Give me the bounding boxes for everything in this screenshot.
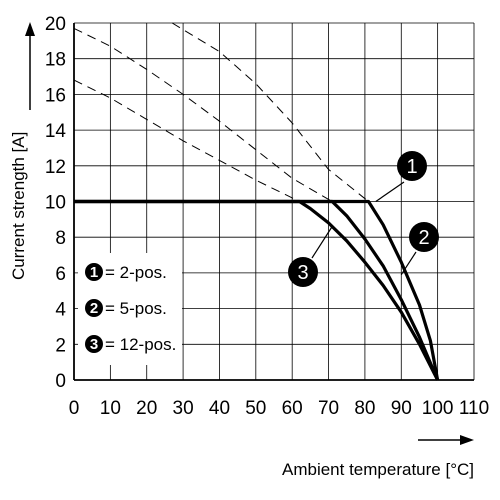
y-tick-label: 0 <box>55 371 66 392</box>
legend: 1 = 2-pos. 2 = 5-pos. 3 = 12-pos. <box>78 253 182 365</box>
y-tick-label: 10 <box>45 193 66 214</box>
marker-3-number: 3 <box>297 262 308 284</box>
y-axis-title-group: Current strength [A] <box>9 22 35 280</box>
y-tick-label: 8 <box>55 228 66 249</box>
series-3-line <box>74 199 440 381</box>
x-tick-label: 90 <box>391 398 412 419</box>
y-tick-label: 6 <box>55 264 66 285</box>
legend-label: = 2-pos. <box>105 263 167 282</box>
y-tick-label: 16 <box>45 85 66 106</box>
marker-2-leader <box>400 251 417 276</box>
x-axis-arrow-head <box>460 435 474 445</box>
x-tick-label: 100 <box>422 398 454 419</box>
series-3-dashed-line <box>73 79 300 202</box>
x-tick-label: 50 <box>245 398 266 419</box>
marker-3-badge <box>288 257 318 287</box>
y-axis-title: Current strength [A] <box>9 132 28 280</box>
x-axis-title: Ambient temperature [°C] <box>282 460 474 479</box>
y-tick-label: 18 <box>45 50 66 71</box>
marker-1-badge <box>397 151 427 181</box>
legend-badge-3 <box>85 335 103 353</box>
tick-labels: 0 10 20 30 40 50 60 70 80 90 100 110024681012141618… <box>45 14 489 419</box>
curve-markers: 1 2 3 <box>288 151 439 287</box>
x-tick-label: 10 <box>100 398 121 419</box>
x-axis-title-group: Ambient temperature [°C] <box>282 435 474 479</box>
legend-badge-1 <box>85 263 103 281</box>
series-1-line <box>74 199 440 381</box>
series-2-dashed-line <box>73 27 333 202</box>
legend-label: = 12-pos. <box>105 335 176 354</box>
marker-1-number: 1 <box>406 156 417 178</box>
x-tick-label: 20 <box>136 398 157 419</box>
series-2-line <box>74 199 440 381</box>
x-tick-label: 30 <box>173 398 194 419</box>
legend-badge-2 <box>85 299 103 317</box>
x-tick-label: 110 <box>459 398 489 419</box>
y-tick-label: 14 <box>45 121 67 142</box>
y-axis-arrow-head <box>25 22 35 36</box>
x-tick-label: 80 <box>354 398 375 419</box>
y-tick-label: 2 <box>55 335 66 356</box>
legend-label: = 5-pos. <box>105 299 167 318</box>
y-tick-label: 12 <box>45 157 66 178</box>
x-tick-label: 0 <box>69 398 80 419</box>
y-tick-label: 20 <box>45 14 66 35</box>
legend-badge-number: 1 <box>90 264 98 281</box>
marker-2-badge <box>409 222 439 252</box>
y-tick-label: 4 <box>55 300 66 321</box>
series-1-dashed-line <box>171 22 369 202</box>
marker-3-leader <box>311 226 333 259</box>
x-tick-label: 40 <box>209 398 230 419</box>
x-tick-label: 60 <box>282 398 303 419</box>
marker-2-number: 2 <box>418 227 429 249</box>
legend-badge-number: 2 <box>90 300 98 317</box>
curves <box>73 22 440 381</box>
x-tick-label: 70 <box>318 398 339 419</box>
legend-badge-number: 3 <box>90 336 98 353</box>
marker-1-leader <box>375 181 405 202</box>
